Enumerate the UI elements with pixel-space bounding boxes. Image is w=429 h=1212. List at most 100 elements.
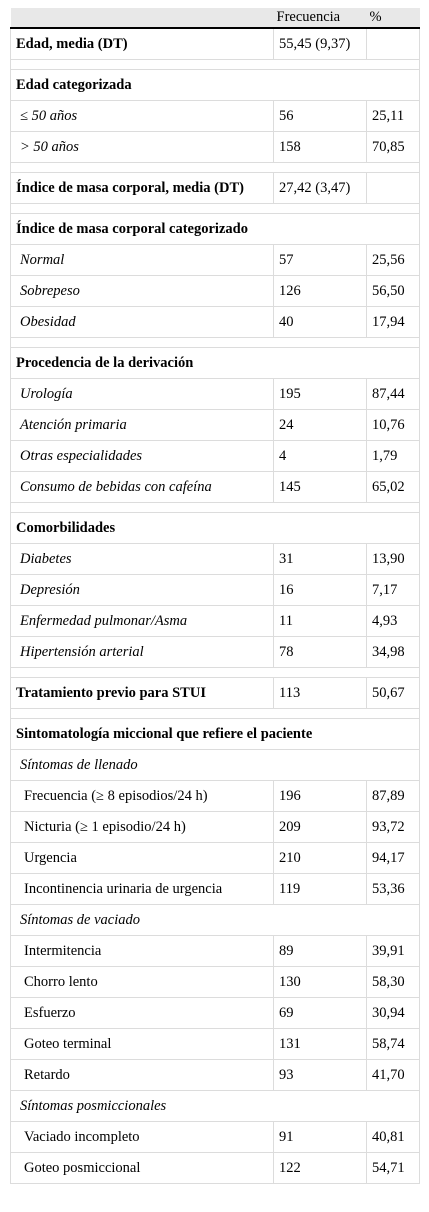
row-frequency: 195	[273, 378, 367, 410]
row-label: Nicturia (≥ 1 episodio/24 h)	[10, 811, 274, 843]
row-frequency: 196	[273, 780, 367, 812]
row-label: Obesidad	[10, 306, 274, 338]
table-body: Edad, media (DT) 55,45 (9,37) Edad categor…	[10, 27, 420, 1184]
row-label: ≤ 50 años	[10, 100, 274, 132]
row-frequency: 31	[273, 543, 367, 575]
table-row: Urgencia 210 94,17	[10, 842, 420, 874]
table-row: Atención primaria 24 10,76	[10, 409, 420, 441]
spacer-cell	[10, 502, 420, 513]
header-row: Frecuencia %	[10, 8, 420, 29]
row-percent: 30,94	[366, 997, 420, 1029]
row-label: Goteo posmiccional	[10, 1152, 274, 1184]
row-frequency: 69	[273, 997, 367, 1029]
table-row: Intermitencia 89 39,91	[10, 935, 420, 967]
spacer-row	[10, 162, 420, 173]
row-frequency: 122	[273, 1152, 367, 1184]
row-percent: 87,89	[366, 780, 420, 812]
row-percent: 25,56	[366, 244, 420, 276]
row-percent: 4,93	[366, 605, 420, 637]
row-label: Otras especialidades	[10, 440, 274, 472]
table-row: Nicturia (≥ 1 episodio/24 h) 209 93,72	[10, 811, 420, 843]
row-frequency: 4	[273, 440, 367, 472]
header-percent: %	[366, 8, 420, 29]
row-label: Consumo de bebidas con cafeína	[10, 471, 274, 503]
table-row: Edad, media (DT) 55,45 (9,37)	[10, 27, 420, 60]
row-label: Atención primaria	[10, 409, 274, 441]
spacer-row	[10, 708, 420, 719]
row-percent: 70,85	[366, 131, 420, 163]
table-row: Retardo 93 41,70	[10, 1059, 420, 1091]
row-frequency: 93	[273, 1059, 367, 1091]
spacer-row	[10, 667, 420, 678]
row-percent: 93,72	[366, 811, 420, 843]
row-frequency: 131	[273, 1028, 367, 1060]
row-percent: 13,90	[366, 543, 420, 575]
row-frequency: 24	[273, 409, 367, 441]
row-label: Tratamiento previo para STUI	[10, 677, 274, 709]
table-row: Frecuencia (≥ 8 episodios/24 h) 196 87,89	[10, 780, 420, 812]
row-label: Sobrepeso	[10, 275, 274, 307]
table-row: Sobrepeso 126 56,50	[10, 275, 420, 307]
spacer-cell	[10, 337, 420, 348]
row-percent: 87,44	[366, 378, 420, 410]
table-row: Urología 195 87,44	[10, 378, 420, 410]
row-label: Vaciado incompleto	[10, 1121, 274, 1153]
table-row: Esfuerzo 69 30,94	[10, 997, 420, 1029]
table-row: Depresión 16 7,17	[10, 574, 420, 606]
row-label: Chorro lento	[10, 966, 274, 998]
spacer-cell	[10, 162, 420, 173]
row-label: Urgencia	[10, 842, 274, 874]
table-row: Vaciado incompleto 91 40,81	[10, 1121, 420, 1153]
row-label: Intermitencia	[10, 935, 274, 967]
row-percent: 53,36	[366, 873, 420, 905]
row-label: Urología	[10, 378, 274, 410]
section-row: Edad categorizada	[10, 69, 420, 101]
row-frequency: 210	[273, 842, 367, 874]
table-header: Frecuencia %	[10, 8, 420, 29]
section-row: Comorbilidades	[10, 512, 420, 544]
table-row: Índice de masa corporal, media (DT) 27,42…	[10, 172, 420, 204]
spacer-row	[10, 203, 420, 214]
row-frequency: 11	[273, 605, 367, 637]
table-row: Goteo posmiccional 122 54,71	[10, 1152, 420, 1184]
row-label: Edad, media (DT)	[10, 27, 274, 60]
subheading-title: Síntomas posmiccionales	[10, 1090, 420, 1122]
row-label: Enfermedad pulmonar/Asma	[10, 605, 274, 637]
row-frequency: 56	[273, 100, 367, 132]
row-label: Esfuerzo	[10, 997, 274, 1029]
table-container: Frecuencia % Edad, media (DT) 55,45 (9,37…	[10, 8, 420, 1184]
row-percent: 25,11	[366, 100, 420, 132]
row-frequency: 130	[273, 966, 367, 998]
subheading-row: Síntomas de vaciado	[10, 904, 420, 936]
table-row: Incontinencia urinaria de urgencia 119 53,…	[10, 873, 420, 905]
table-row: Consumo de bebidas con cafeína 145 65,02	[10, 471, 420, 503]
row-percent: 56,50	[366, 275, 420, 307]
table-row: Otras especialidades 4 1,79	[10, 440, 420, 472]
subheading-title: Síntomas de llenado	[10, 749, 420, 781]
spacer-row	[10, 59, 420, 70]
row-percent: 34,98	[366, 636, 420, 668]
row-label: Incontinencia urinaria de urgencia	[10, 873, 274, 905]
row-percent: 54,71	[366, 1152, 420, 1184]
row-frequency: 55,45 (9,37)	[273, 27, 367, 60]
row-label: Índice de masa corporal, media (DT)	[10, 172, 274, 204]
table-row: > 50 años 158 70,85	[10, 131, 420, 163]
header-frequency: Frecuencia	[273, 8, 367, 29]
section-title: Procedencia de la derivación	[10, 347, 420, 379]
table-row: Goteo terminal 131 58,74	[10, 1028, 420, 1060]
table-row: Normal 57 25,56	[10, 244, 420, 276]
subheading-title: Síntomas de vaciado	[10, 904, 420, 936]
section-title: Edad categorizada	[10, 69, 420, 101]
row-percent: 58,74	[366, 1028, 420, 1060]
row-percent: 40,81	[366, 1121, 420, 1153]
row-frequency: 91	[273, 1121, 367, 1153]
section-row: Procedencia de la derivación	[10, 347, 420, 379]
table-row: Diabetes 31 13,90	[10, 543, 420, 575]
spacer-cell	[10, 59, 420, 70]
spacer-cell	[10, 667, 420, 678]
spacer-cell	[10, 203, 420, 214]
row-percent: 10,76	[366, 409, 420, 441]
row-label: Normal	[10, 244, 274, 276]
section-title: Sintomatología miccional que refiere el …	[10, 718, 420, 750]
table-row: Enfermedad pulmonar/Asma 11 4,93	[10, 605, 420, 637]
